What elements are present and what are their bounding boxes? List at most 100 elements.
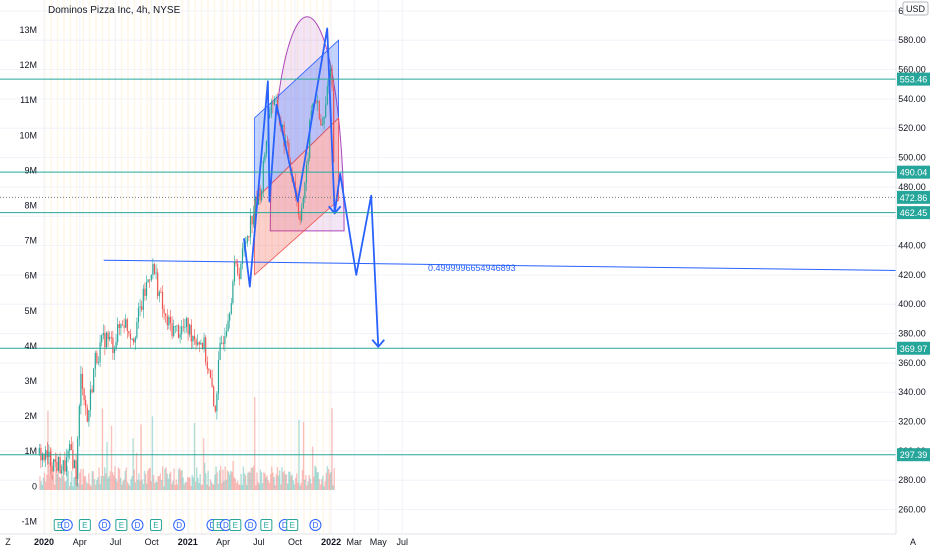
volume-bar bbox=[294, 477, 297, 490]
volume-bar bbox=[194, 481, 197, 490]
volume-bar bbox=[328, 473, 331, 490]
volume-bar bbox=[323, 486, 325, 490]
session-stripe bbox=[194, 0, 196, 534]
volume-bar bbox=[142, 483, 145, 490]
volume-bar bbox=[79, 472, 81, 490]
volume-bar bbox=[206, 484, 208, 490]
session-stripe bbox=[156, 0, 158, 534]
volume-bar bbox=[330, 471, 332, 490]
volume-bar bbox=[189, 477, 191, 490]
session-stripe bbox=[175, 0, 177, 534]
candle-body bbox=[216, 393, 218, 412]
time-tick-label: 2022 bbox=[321, 537, 341, 547]
session-stripe bbox=[220, 0, 222, 534]
volume-bar bbox=[273, 477, 275, 490]
session-stripe bbox=[226, 0, 228, 534]
volume-bar bbox=[147, 470, 149, 490]
candle-body bbox=[305, 164, 308, 183]
volume-bar bbox=[225, 479, 228, 490]
currency-badge[interactable] bbox=[902, 1, 929, 16]
candle-body bbox=[69, 444, 71, 451]
dividend-marker-label: D bbox=[176, 521, 182, 530]
volume-bar bbox=[140, 424, 142, 490]
session-stripe bbox=[44, 0, 46, 534]
candle-body bbox=[120, 324, 122, 328]
dividend-marker bbox=[98, 519, 111, 531]
candle-body bbox=[56, 461, 58, 471]
volume-bar bbox=[90, 486, 92, 490]
earnings-marker-label: E bbox=[82, 521, 87, 530]
volume-bar bbox=[333, 468, 335, 490]
candle-body bbox=[301, 207, 303, 221]
dividend-marker-label: D bbox=[64, 521, 70, 530]
candle-body bbox=[181, 326, 183, 335]
dividend-marker-label: D bbox=[223, 521, 229, 530]
volume-bar bbox=[297, 482, 299, 490]
earnings-marker-label: E bbox=[264, 521, 269, 530]
candle-body bbox=[78, 405, 80, 440]
volume-bar bbox=[97, 477, 99, 490]
candle-body bbox=[177, 325, 180, 338]
price-tick-label: 540.00 bbox=[898, 94, 926, 104]
auto-scale-button[interactable]: A bbox=[910, 537, 916, 547]
candle-body bbox=[97, 362, 100, 363]
earnings-marker bbox=[78, 519, 91, 531]
time-tick-label: Jul bbox=[110, 537, 122, 547]
candle-body bbox=[221, 342, 223, 344]
volume-bar bbox=[65, 480, 67, 490]
volume-bar bbox=[93, 478, 96, 490]
candle-body bbox=[270, 102, 272, 115]
volume-bar bbox=[57, 472, 59, 490]
volume-bar bbox=[105, 473, 107, 490]
volume-bar bbox=[48, 462, 50, 490]
earnings-marker bbox=[229, 519, 242, 531]
volume-tick-label: 12M bbox=[19, 60, 37, 70]
time-tick-label: Apr bbox=[73, 537, 87, 547]
volume-bar bbox=[52, 470, 55, 490]
candle-body bbox=[166, 316, 168, 326]
volume-bar bbox=[242, 466, 245, 490]
time-tick-label: Oct bbox=[288, 537, 303, 547]
volume-bar bbox=[248, 471, 250, 490]
volume-bar bbox=[135, 452, 138, 490]
volume-bar bbox=[141, 479, 143, 490]
volume-bar bbox=[188, 478, 190, 490]
volume-bar bbox=[249, 472, 251, 490]
candle-body bbox=[333, 87, 335, 163]
candle-body bbox=[173, 326, 175, 337]
volume-bar bbox=[207, 470, 209, 490]
session-stripe bbox=[200, 0, 203, 534]
volume-bar bbox=[301, 469, 304, 490]
volume-bar bbox=[213, 484, 215, 490]
drawings-front bbox=[243, 27, 385, 349]
volume-tick-label: 9M bbox=[24, 165, 37, 175]
volume-bar bbox=[325, 472, 327, 490]
time-tick-label: 2021 bbox=[178, 537, 198, 547]
volume-bar bbox=[284, 474, 287, 490]
price-tick-label: 420.00 bbox=[898, 270, 926, 280]
volume-bar bbox=[54, 484, 56, 490]
volume-bar bbox=[269, 474, 272, 490]
candle-body bbox=[307, 158, 309, 165]
session-stripe bbox=[168, 0, 171, 534]
volume-bar bbox=[108, 475, 110, 490]
volume-bar bbox=[224, 466, 226, 490]
price-level-tag-label: 369.97 bbox=[900, 344, 928, 354]
volume-bar bbox=[158, 476, 160, 490]
candle-body bbox=[200, 342, 202, 345]
candle-body bbox=[240, 264, 242, 280]
session-stripe bbox=[264, 0, 267, 534]
volume-bar bbox=[267, 480, 270, 490]
session-stripe bbox=[290, 0, 292, 534]
session-stripe bbox=[277, 0, 280, 534]
dividend-marker bbox=[244, 519, 257, 531]
candle-body bbox=[262, 160, 264, 191]
candle-body bbox=[134, 337, 136, 343]
candle-body bbox=[225, 331, 228, 337]
volume-bar bbox=[219, 466, 222, 490]
candle-body bbox=[331, 68, 333, 88]
session-stripe bbox=[140, 0, 142, 534]
volume-bar bbox=[190, 485, 192, 490]
zoom-z-button[interactable]: Z bbox=[5, 537, 11, 547]
